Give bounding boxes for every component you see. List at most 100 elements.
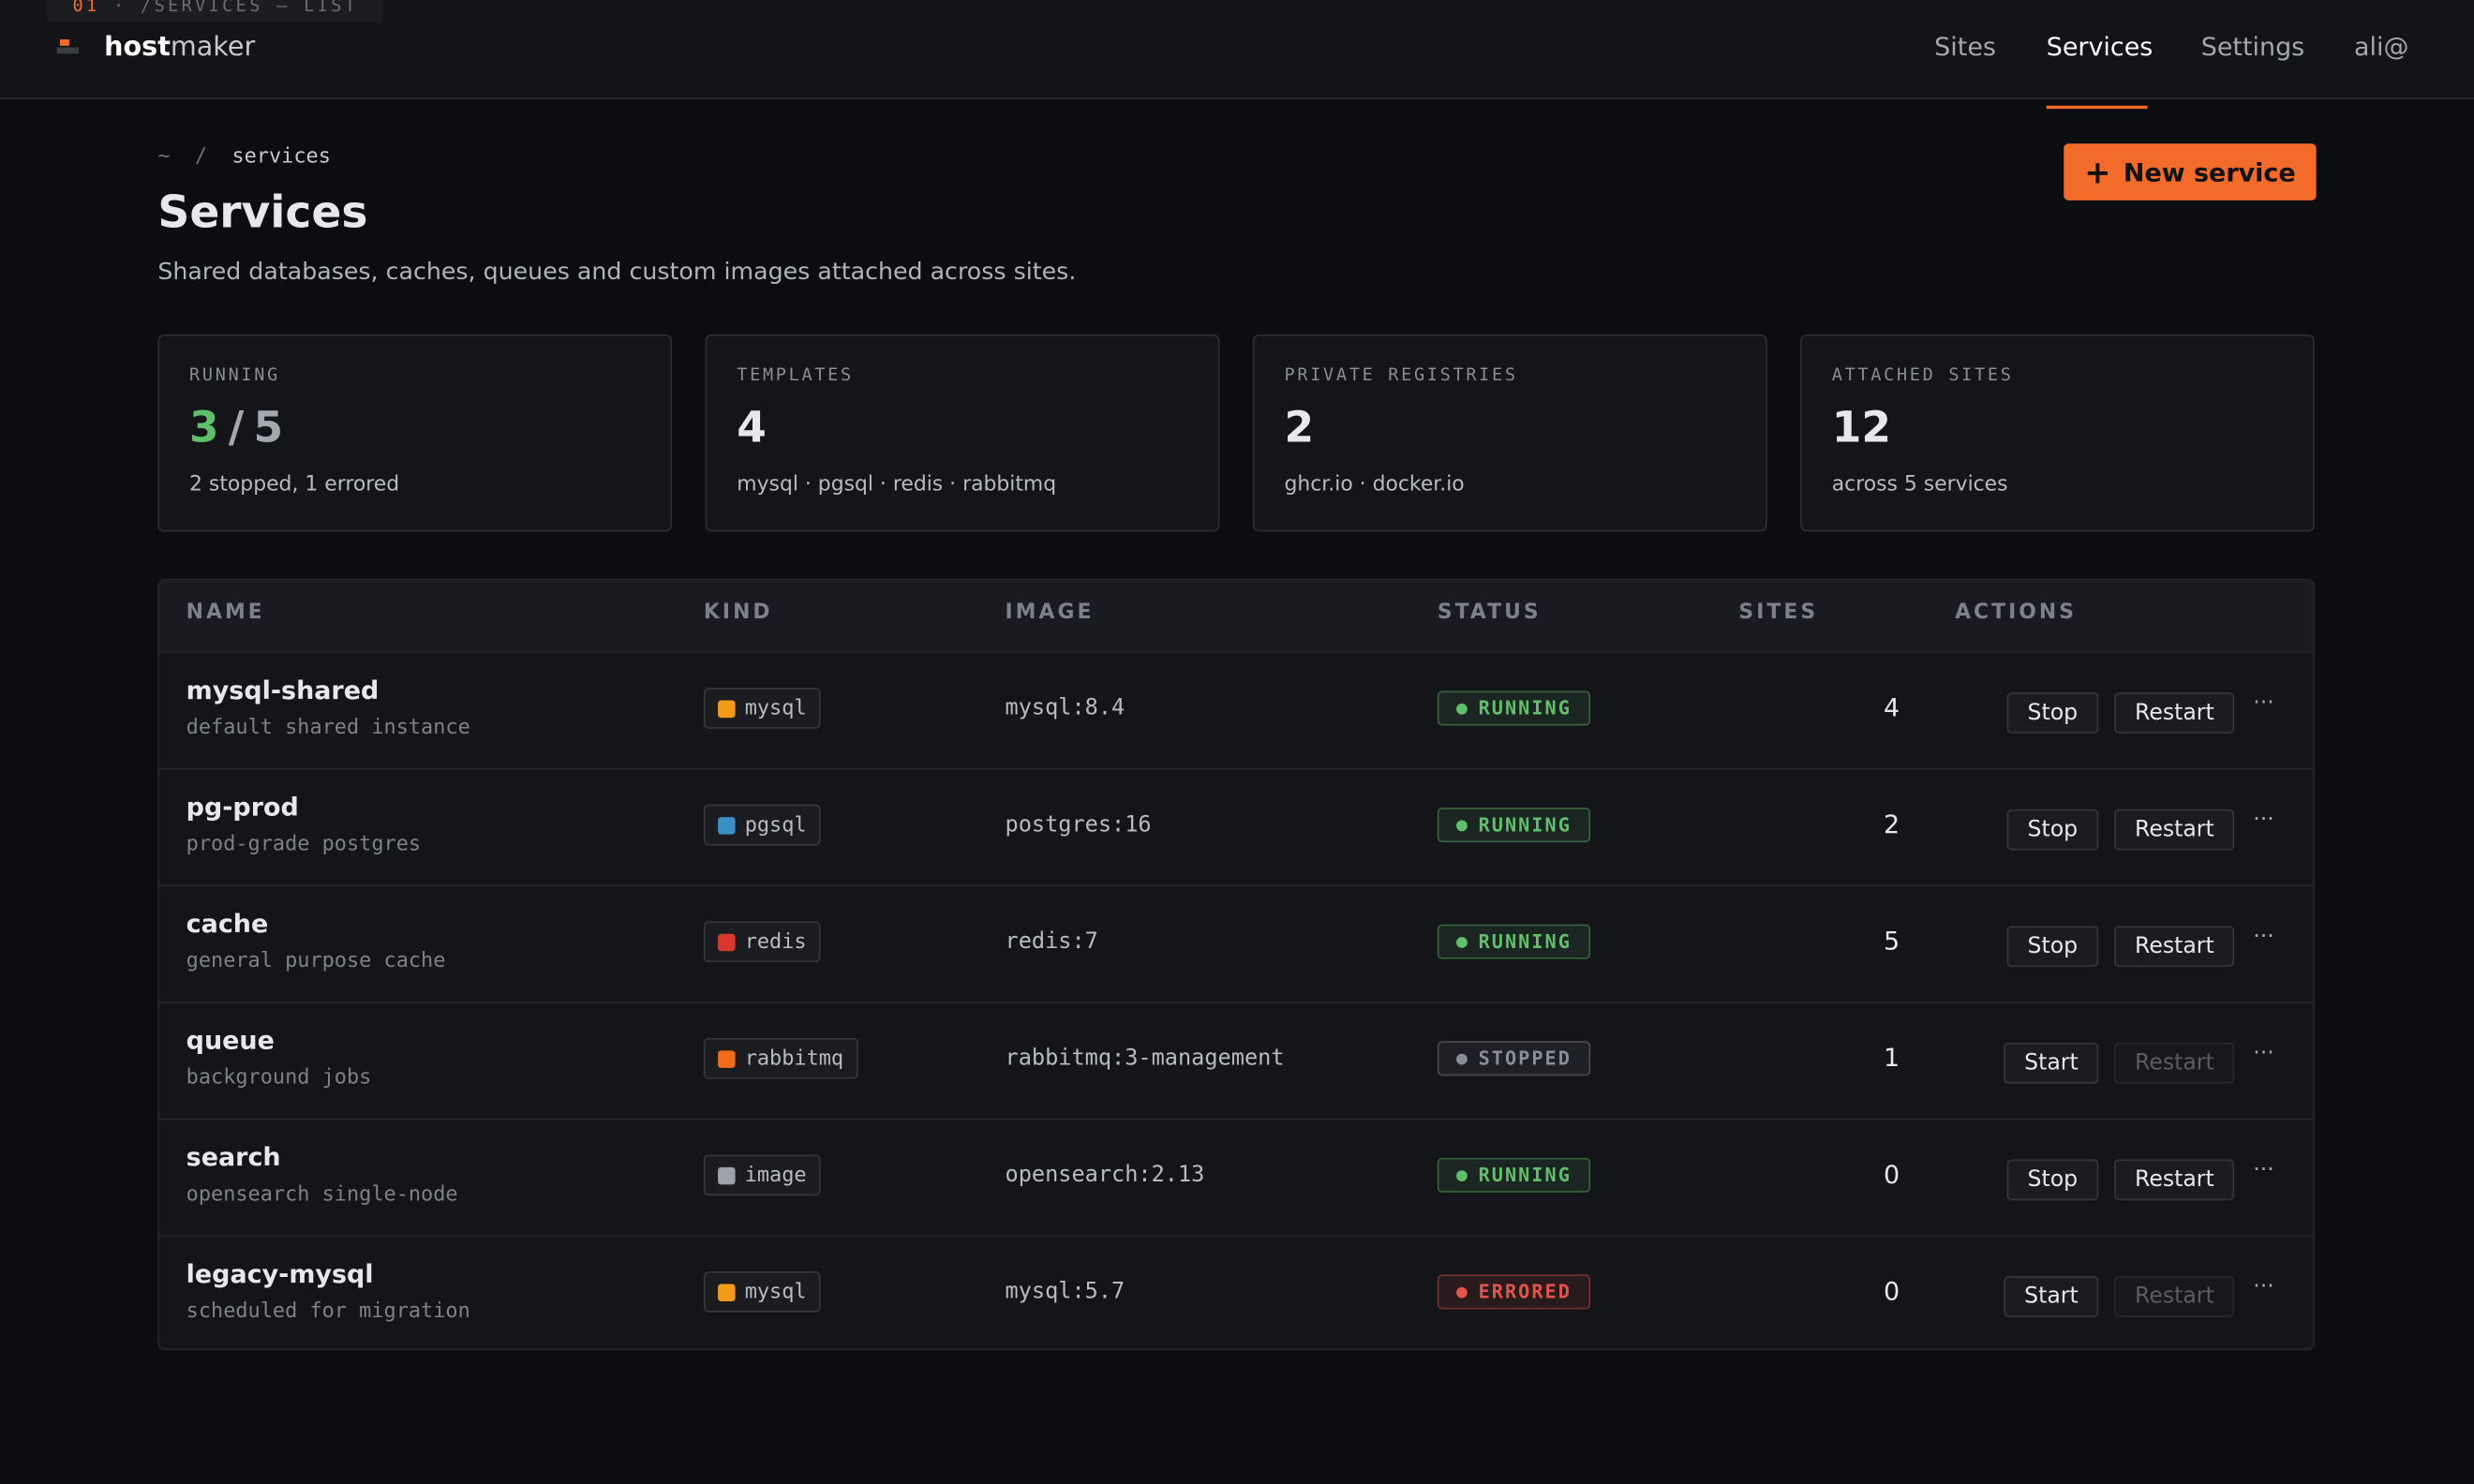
nav-link[interactable]: ali@ xyxy=(2354,31,2409,62)
crumb-home[interactable]: ~ xyxy=(157,144,171,170)
button-label: New service xyxy=(2123,156,2296,187)
service-name[interactable]: cache xyxy=(186,908,269,939)
page-tag: 01 · /SERVICES — LIST xyxy=(47,0,384,22)
more-menu[interactable]: ··· xyxy=(2253,1157,2274,1183)
column-header: ACTIONS xyxy=(1955,601,2078,625)
kind-swatch xyxy=(718,699,736,718)
service-name[interactable]: mysql-shared xyxy=(186,675,380,705)
more-menu[interactable]: ··· xyxy=(2253,924,2274,950)
stat-number: 2 xyxy=(1284,404,1315,453)
more-menu[interactable]: ··· xyxy=(2253,690,2274,717)
column-header: STATUS xyxy=(1437,601,1542,625)
table-header xyxy=(159,580,2314,652)
stat-card: PRIVATE REGISTRIES 2 ghcr.io · docker.io xyxy=(1252,334,1767,532)
status-badge: RUNNING xyxy=(1437,924,1591,959)
kind-label: mysql xyxy=(744,696,807,720)
kind-label: pgsql xyxy=(744,812,807,838)
logo xyxy=(56,39,80,54)
table-row: cache general purpose cache redis redis:7 RU… xyxy=(159,884,2314,1003)
column-header: KIND xyxy=(703,601,773,625)
status-label: RUNNING xyxy=(1478,697,1572,720)
stat-note: ghcr.io · docker.io xyxy=(1284,473,1465,497)
new-service-button[interactable]: + New service xyxy=(2064,143,2317,200)
stat-total: 5 xyxy=(253,404,284,453)
table-row: mysql-shared default shared instance mysql… xyxy=(159,651,2314,769)
kind-label: mysql xyxy=(744,1280,807,1304)
brand-bold: host xyxy=(104,31,171,64)
primary-action[interactable]: Stop xyxy=(2006,809,2098,851)
sites-count: 1 xyxy=(1883,1042,1900,1073)
secondary-action[interactable]: Restart xyxy=(2114,692,2235,734)
service-name[interactable]: pg-prod xyxy=(186,792,299,823)
status-badge: RUNNING xyxy=(1437,808,1591,843)
kind-swatch xyxy=(718,816,736,834)
kind-badge: image xyxy=(703,1154,821,1196)
kind-label: rabbitmq xyxy=(744,1046,844,1071)
page-title: Services xyxy=(157,186,368,239)
service-name[interactable]: queue xyxy=(186,1025,275,1056)
kind-swatch xyxy=(718,1283,736,1301)
more-menu[interactable]: ··· xyxy=(2253,808,2274,833)
breadcrumb: ~ / services xyxy=(157,145,331,169)
stat-note: mysql · pgsql · redis · rabbitmq xyxy=(737,473,1057,497)
secondary-action: Restart xyxy=(2114,1276,2235,1317)
plus-icon: + xyxy=(2084,153,2111,191)
secondary-action[interactable]: Restart xyxy=(2114,1159,2235,1201)
stat-value: 2 xyxy=(1285,404,1736,453)
stat-label: ATTACHED SITES xyxy=(1831,364,2014,385)
tag-label: /SERVICES — LIST xyxy=(141,0,359,16)
stat-number: 4 xyxy=(737,404,767,453)
more-menu[interactable]: ··· xyxy=(2253,1274,2274,1300)
status-badge: STOPPED xyxy=(1437,1041,1591,1076)
kind-label: image xyxy=(744,1163,807,1187)
stat-label: TEMPLATES xyxy=(737,364,854,385)
brand-light: maker xyxy=(170,31,256,64)
more-menu[interactable]: ··· xyxy=(2253,1041,2274,1067)
status-dot xyxy=(1456,819,1468,831)
kind-swatch xyxy=(718,932,736,951)
kind-label: redis xyxy=(744,929,807,954)
nav-link[interactable]: Services xyxy=(2046,31,2154,62)
page-subtitle: Shared databases, caches, queues and cus… xyxy=(157,257,1077,286)
stat-number: 3 xyxy=(189,404,219,453)
primary-action[interactable]: Stop xyxy=(2006,926,2098,968)
status-badge: RUNNING xyxy=(1437,1157,1591,1193)
image: postgres:16 xyxy=(1005,812,1152,838)
status-badge: ERRORED xyxy=(1437,1274,1591,1310)
table-row: legacy-mysql scheduled for migration mysql… xyxy=(159,1235,2314,1353)
column-header: SITES xyxy=(1738,601,1819,625)
sites-count: 5 xyxy=(1883,926,1900,957)
status-dot xyxy=(1456,1052,1468,1064)
top-bar: host maker Sites Services Settings ali@ xyxy=(0,0,2474,100)
status-label: RUNNING xyxy=(1478,930,1572,953)
secondary-action[interactable]: Restart xyxy=(2114,926,2235,968)
status-label: STOPPED xyxy=(1478,1046,1572,1070)
nav-link[interactable]: Settings xyxy=(2200,31,2305,62)
service-desc: opensearch single-node xyxy=(186,1182,458,1208)
service-name[interactable]: search xyxy=(186,1141,281,1172)
status-dot xyxy=(1456,1169,1468,1181)
nav-link[interactable]: Sites xyxy=(1934,31,1996,62)
kind-badge: pgsql xyxy=(703,804,821,846)
image: mysql:8.4 xyxy=(1005,695,1125,721)
kind-swatch xyxy=(718,1166,736,1184)
stat-card: TEMPLATES 4 mysql · pgsql · redis · rabbit… xyxy=(705,334,1220,532)
stat-value: 12 xyxy=(1832,404,2284,453)
service-desc: prod-grade postgres xyxy=(186,832,422,857)
image: opensearch:2.13 xyxy=(1005,1162,1205,1188)
primary-action[interactable]: Start xyxy=(2004,1276,2099,1317)
primary-action[interactable]: Start xyxy=(2004,1042,2099,1084)
kind-swatch xyxy=(718,1049,736,1068)
image: redis:7 xyxy=(1005,928,1098,955)
primary-action[interactable]: Stop xyxy=(2006,692,2098,734)
status-dot xyxy=(1456,703,1468,714)
primary-action[interactable]: Stop xyxy=(2006,1159,2098,1201)
status-label: RUNNING xyxy=(1478,813,1572,837)
kind-badge: redis xyxy=(703,921,821,963)
service-name[interactable]: legacy-mysql xyxy=(186,1258,374,1289)
kind-badge: mysql xyxy=(703,1271,821,1313)
secondary-action[interactable]: Restart xyxy=(2114,809,2235,851)
stat-card: RUNNING 3/5 2 stopped, 1 errored xyxy=(157,334,673,532)
